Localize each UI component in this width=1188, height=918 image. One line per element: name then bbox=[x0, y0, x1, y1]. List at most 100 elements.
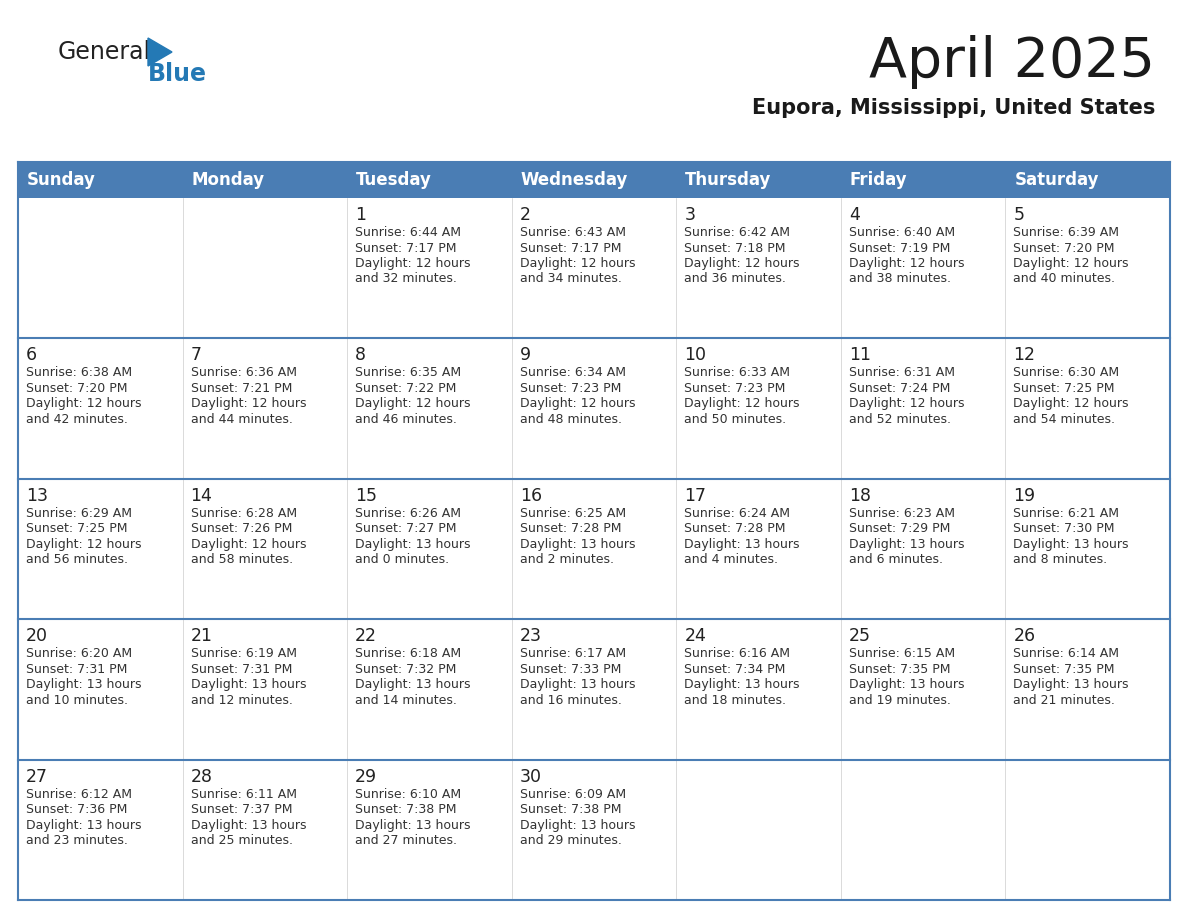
Text: and 4 minutes.: and 4 minutes. bbox=[684, 554, 778, 566]
Text: and 8 minutes.: and 8 minutes. bbox=[1013, 554, 1107, 566]
Text: Sunrise: 6:12 AM: Sunrise: 6:12 AM bbox=[26, 788, 132, 800]
Text: and 36 minutes.: and 36 minutes. bbox=[684, 273, 786, 285]
Text: 2: 2 bbox=[519, 206, 531, 224]
Text: Sunrise: 6:21 AM: Sunrise: 6:21 AM bbox=[1013, 507, 1119, 520]
Text: Daylight: 13 hours: Daylight: 13 hours bbox=[684, 678, 800, 691]
Text: Daylight: 12 hours: Daylight: 12 hours bbox=[684, 397, 800, 410]
Text: and 6 minutes.: and 6 minutes. bbox=[849, 554, 943, 566]
Text: and 10 minutes.: and 10 minutes. bbox=[26, 694, 128, 707]
Text: Sunrise: 6:09 AM: Sunrise: 6:09 AM bbox=[519, 788, 626, 800]
Text: Daylight: 13 hours: Daylight: 13 hours bbox=[26, 678, 141, 691]
Text: 29: 29 bbox=[355, 767, 378, 786]
Text: and 54 minutes.: and 54 minutes. bbox=[1013, 413, 1116, 426]
Text: Daylight: 13 hours: Daylight: 13 hours bbox=[1013, 538, 1129, 551]
Text: Sunset: 7:17 PM: Sunset: 7:17 PM bbox=[355, 241, 456, 254]
Text: and 46 minutes.: and 46 minutes. bbox=[355, 413, 457, 426]
Text: Sunset: 7:23 PM: Sunset: 7:23 PM bbox=[684, 382, 785, 395]
Text: Sunset: 7:24 PM: Sunset: 7:24 PM bbox=[849, 382, 950, 395]
Text: Sunset: 7:23 PM: Sunset: 7:23 PM bbox=[519, 382, 621, 395]
Text: and 2 minutes.: and 2 minutes. bbox=[519, 554, 614, 566]
Text: Sunset: 7:28 PM: Sunset: 7:28 PM bbox=[519, 522, 621, 535]
Text: Sunrise: 6:39 AM: Sunrise: 6:39 AM bbox=[1013, 226, 1119, 239]
Text: Sunset: 7:34 PM: Sunset: 7:34 PM bbox=[684, 663, 785, 676]
Text: Sunrise: 6:31 AM: Sunrise: 6:31 AM bbox=[849, 366, 955, 379]
Bar bbox=[676, 162, 841, 198]
Text: 30: 30 bbox=[519, 767, 542, 786]
Text: Wednesday: Wednesday bbox=[520, 171, 628, 189]
Text: 18: 18 bbox=[849, 487, 871, 505]
Text: Daylight: 13 hours: Daylight: 13 hours bbox=[355, 819, 470, 832]
Text: 28: 28 bbox=[190, 767, 213, 786]
Text: Sunset: 7:35 PM: Sunset: 7:35 PM bbox=[1013, 663, 1114, 676]
Bar bbox=[183, 162, 347, 198]
Text: Sunrise: 6:25 AM: Sunrise: 6:25 AM bbox=[519, 507, 626, 520]
Text: Daylight: 13 hours: Daylight: 13 hours bbox=[684, 538, 800, 551]
Text: and 14 minutes.: and 14 minutes. bbox=[355, 694, 457, 707]
Text: 7: 7 bbox=[190, 346, 202, 364]
Text: Sunrise: 6:10 AM: Sunrise: 6:10 AM bbox=[355, 788, 461, 800]
Text: 9: 9 bbox=[519, 346, 531, 364]
Text: Sunrise: 6:33 AM: Sunrise: 6:33 AM bbox=[684, 366, 790, 379]
Text: and 44 minutes.: and 44 minutes. bbox=[190, 413, 292, 426]
Bar bbox=[18, 620, 1170, 759]
Text: Daylight: 12 hours: Daylight: 12 hours bbox=[26, 538, 141, 551]
Text: Sunrise: 6:28 AM: Sunrise: 6:28 AM bbox=[190, 507, 297, 520]
Text: Daylight: 13 hours: Daylight: 13 hours bbox=[190, 819, 307, 832]
Text: and 42 minutes.: and 42 minutes. bbox=[26, 413, 128, 426]
Text: 14: 14 bbox=[190, 487, 213, 505]
Bar bbox=[512, 162, 676, 198]
Text: Sunset: 7:25 PM: Sunset: 7:25 PM bbox=[26, 522, 127, 535]
Text: Daylight: 12 hours: Daylight: 12 hours bbox=[1013, 397, 1129, 410]
Text: 23: 23 bbox=[519, 627, 542, 645]
Text: and 32 minutes.: and 32 minutes. bbox=[355, 273, 457, 285]
Text: 15: 15 bbox=[355, 487, 377, 505]
Text: Sunrise: 6:24 AM: Sunrise: 6:24 AM bbox=[684, 507, 790, 520]
Text: Sunrise: 6:36 AM: Sunrise: 6:36 AM bbox=[190, 366, 297, 379]
Text: Daylight: 13 hours: Daylight: 13 hours bbox=[1013, 678, 1129, 691]
Text: Friday: Friday bbox=[849, 171, 908, 189]
Text: 19: 19 bbox=[1013, 487, 1036, 505]
Text: 11: 11 bbox=[849, 346, 871, 364]
Text: Sunset: 7:20 PM: Sunset: 7:20 PM bbox=[1013, 241, 1114, 254]
Text: April 2025: April 2025 bbox=[868, 35, 1155, 89]
Text: 10: 10 bbox=[684, 346, 707, 364]
Text: 25: 25 bbox=[849, 627, 871, 645]
Text: Sunrise: 6:18 AM: Sunrise: 6:18 AM bbox=[355, 647, 461, 660]
Text: Daylight: 13 hours: Daylight: 13 hours bbox=[355, 678, 470, 691]
Text: 21: 21 bbox=[190, 627, 213, 645]
Text: Daylight: 13 hours: Daylight: 13 hours bbox=[355, 538, 470, 551]
Text: Sunset: 7:28 PM: Sunset: 7:28 PM bbox=[684, 522, 785, 535]
Text: General: General bbox=[58, 40, 151, 64]
Text: Sunset: 7:31 PM: Sunset: 7:31 PM bbox=[26, 663, 127, 676]
Text: Sunset: 7:17 PM: Sunset: 7:17 PM bbox=[519, 241, 621, 254]
Text: and 56 minutes.: and 56 minutes. bbox=[26, 554, 128, 566]
Text: and 40 minutes.: and 40 minutes. bbox=[1013, 273, 1116, 285]
Text: and 18 minutes.: and 18 minutes. bbox=[684, 694, 786, 707]
Text: Daylight: 12 hours: Daylight: 12 hours bbox=[190, 397, 307, 410]
Text: Sunrise: 6:42 AM: Sunrise: 6:42 AM bbox=[684, 226, 790, 239]
Text: and 12 minutes.: and 12 minutes. bbox=[190, 694, 292, 707]
Text: Sunrise: 6:44 AM: Sunrise: 6:44 AM bbox=[355, 226, 461, 239]
Text: Sunrise: 6:11 AM: Sunrise: 6:11 AM bbox=[190, 788, 297, 800]
Text: Daylight: 12 hours: Daylight: 12 hours bbox=[849, 397, 965, 410]
Text: Sunset: 7:19 PM: Sunset: 7:19 PM bbox=[849, 241, 950, 254]
Polygon shape bbox=[148, 38, 172, 66]
Text: and 34 minutes.: and 34 minutes. bbox=[519, 273, 621, 285]
Text: Sunrise: 6:17 AM: Sunrise: 6:17 AM bbox=[519, 647, 626, 660]
Text: Sunrise: 6:23 AM: Sunrise: 6:23 AM bbox=[849, 507, 955, 520]
Text: Sunrise: 6:29 AM: Sunrise: 6:29 AM bbox=[26, 507, 132, 520]
Text: Thursday: Thursday bbox=[685, 171, 772, 189]
Text: 26: 26 bbox=[1013, 627, 1036, 645]
Text: 22: 22 bbox=[355, 627, 377, 645]
Text: and 58 minutes.: and 58 minutes. bbox=[190, 554, 292, 566]
Text: Tuesday: Tuesday bbox=[356, 171, 432, 189]
Text: Sunset: 7:37 PM: Sunset: 7:37 PM bbox=[190, 803, 292, 816]
Text: 27: 27 bbox=[26, 767, 48, 786]
Text: 4: 4 bbox=[849, 206, 860, 224]
Text: Sunset: 7:30 PM: Sunset: 7:30 PM bbox=[1013, 522, 1114, 535]
Text: and 19 minutes.: and 19 minutes. bbox=[849, 694, 950, 707]
Text: Sunrise: 6:38 AM: Sunrise: 6:38 AM bbox=[26, 366, 132, 379]
Text: Sunrise: 6:15 AM: Sunrise: 6:15 AM bbox=[849, 647, 955, 660]
Text: Saturday: Saturday bbox=[1015, 171, 1099, 189]
Text: Daylight: 12 hours: Daylight: 12 hours bbox=[26, 397, 141, 410]
